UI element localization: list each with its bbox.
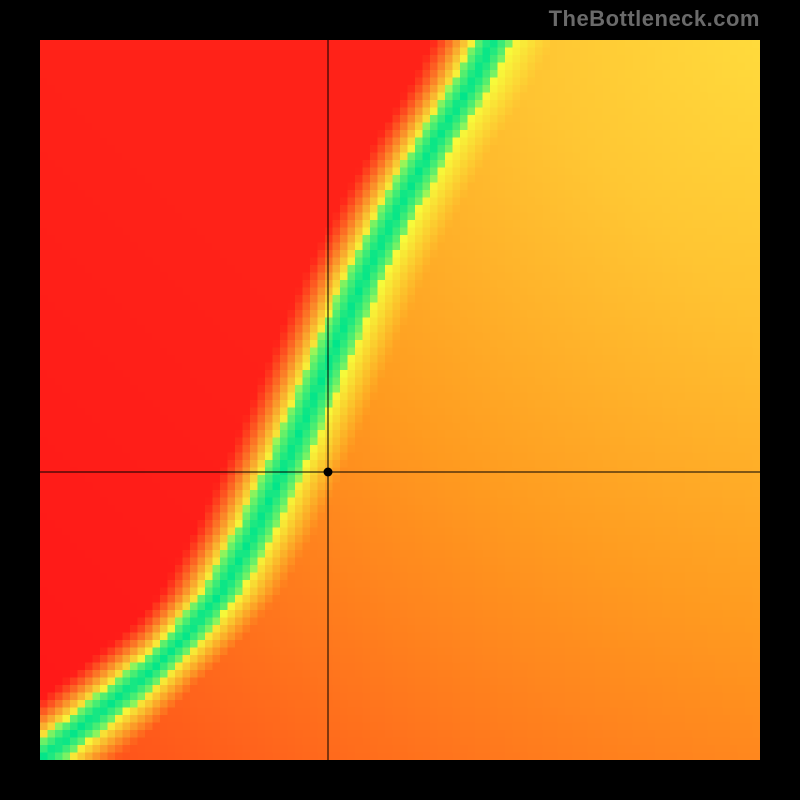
root: TheBottleneck.com xyxy=(0,0,800,800)
bottleneck-heatmap xyxy=(40,40,760,760)
watermark-text: TheBottleneck.com xyxy=(549,6,760,32)
